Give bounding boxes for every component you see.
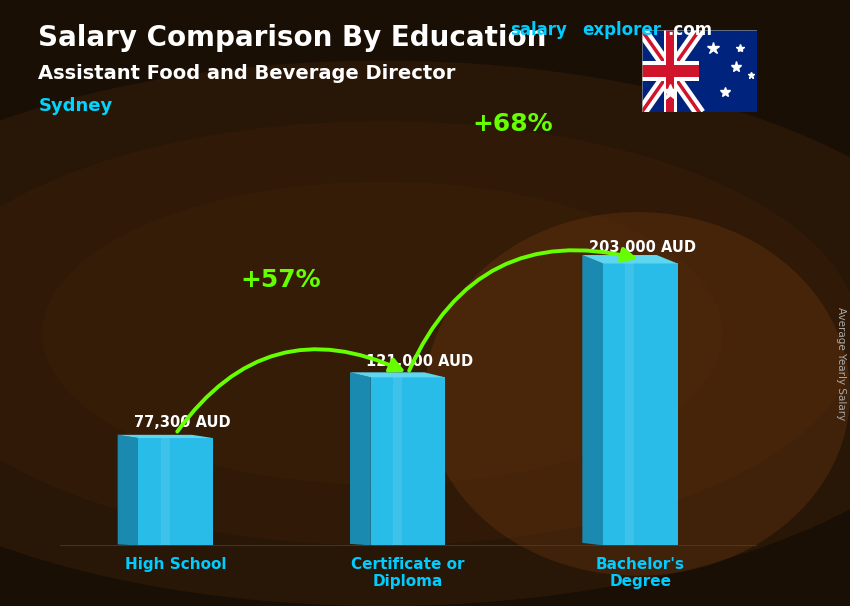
Text: Sydney: Sydney (38, 97, 112, 115)
Polygon shape (117, 435, 139, 545)
Bar (371, 378, 445, 545)
Bar (626, 264, 634, 545)
Bar (642, 65, 699, 77)
Text: 203,000 AUD: 203,000 AUD (589, 240, 696, 255)
Bar (161, 438, 170, 545)
Bar (642, 61, 699, 81)
Bar (394, 378, 402, 545)
Polygon shape (350, 372, 445, 378)
Bar (604, 264, 677, 545)
Text: 121,000 AUD: 121,000 AUD (366, 354, 473, 369)
Ellipse shape (0, 121, 850, 545)
Polygon shape (350, 372, 371, 545)
Text: +68%: +68% (473, 112, 552, 136)
Text: explorer: explorer (582, 21, 661, 39)
Text: salary: salary (510, 21, 567, 39)
Bar (664, 30, 677, 112)
Text: 77,300 AUD: 77,300 AUD (133, 415, 230, 430)
Polygon shape (582, 255, 677, 264)
Ellipse shape (0, 61, 850, 606)
Text: +57%: +57% (240, 268, 320, 292)
Ellipse shape (425, 212, 850, 576)
Polygon shape (582, 255, 603, 545)
Text: Assistant Food and Beverage Director: Assistant Food and Beverage Director (38, 64, 456, 82)
Polygon shape (117, 435, 212, 438)
Text: Average Yearly Salary: Average Yearly Salary (836, 307, 846, 420)
Bar (666, 30, 674, 112)
Ellipse shape (42, 182, 722, 485)
Bar (139, 438, 212, 545)
Text: Salary Comparison By Education: Salary Comparison By Education (38, 24, 547, 52)
Text: .com: .com (667, 21, 712, 39)
